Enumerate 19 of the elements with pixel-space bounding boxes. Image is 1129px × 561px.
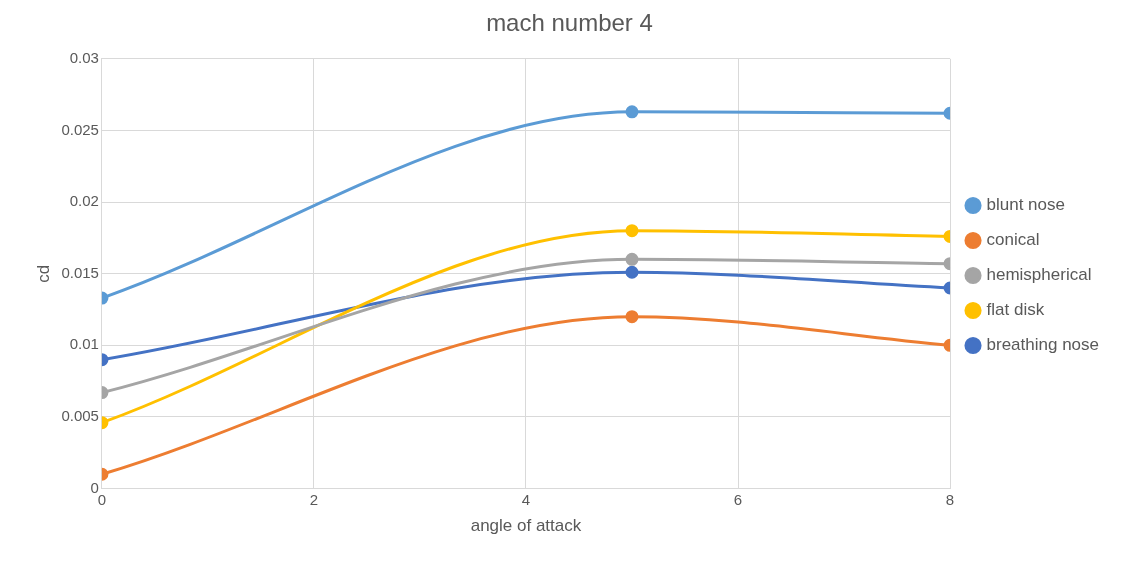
- x-tick-label: 4: [521, 490, 531, 508]
- chart-title: mach number 4: [486, 9, 653, 37]
- y-tick-label: 0.03: [69, 48, 99, 66]
- y-tick-label: 0.025: [61, 120, 99, 138]
- y-tick-label: 0.02: [69, 192, 99, 210]
- x-tick-label: 6: [733, 490, 743, 508]
- legend-label: breathing nose: [986, 335, 1100, 355]
- x-tick-label: 2: [309, 490, 319, 508]
- y-axis-title: cd: [33, 264, 53, 283]
- x-axis-title: angle of attack: [470, 516, 582, 536]
- legend-label: flat disk: [986, 300, 1045, 320]
- legend-label: hemispherical: [986, 265, 1092, 285]
- legend-label: blunt nose: [986, 195, 1065, 215]
- legend-label: conical: [986, 230, 1040, 250]
- y-tick-label: 0: [90, 478, 99, 496]
- x-tick-label: 8: [945, 490, 955, 508]
- y-tick-label: 0.015: [61, 263, 99, 281]
- y-tick-label: 0.01: [69, 335, 99, 353]
- y-tick-label: 0.005: [61, 407, 99, 425]
